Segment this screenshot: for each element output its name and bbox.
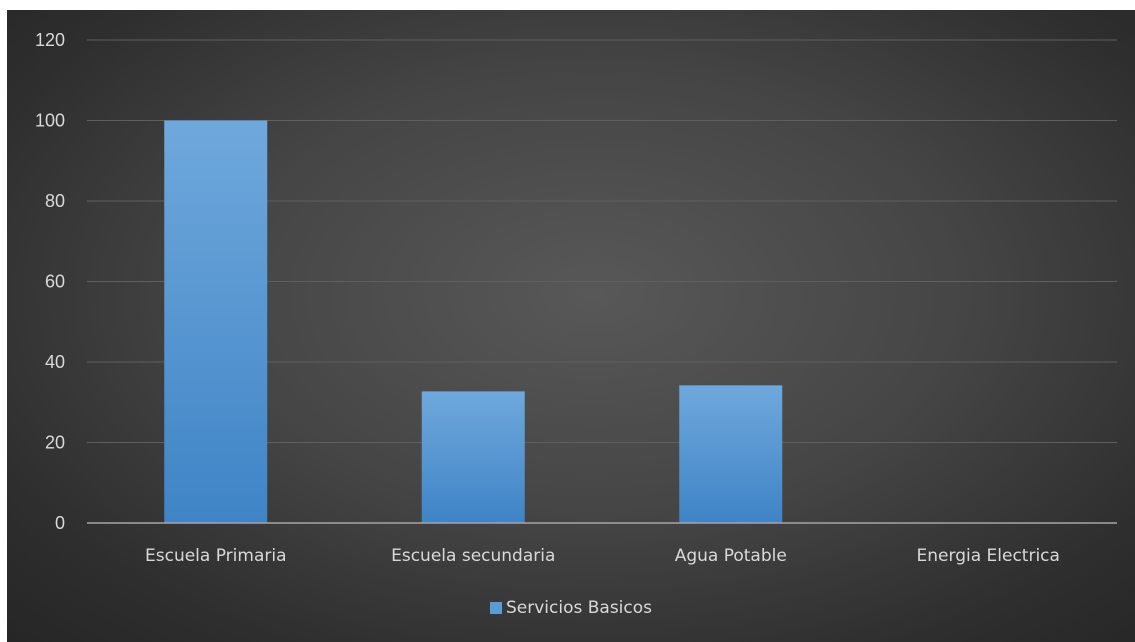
- bar-escuela-secundaria: [421, 391, 525, 523]
- bar-agua-potable: [679, 385, 783, 523]
- y-tick-label: 20: [45, 433, 65, 453]
- y-tick-label: 40: [45, 352, 65, 372]
- y-tick-label: 60: [45, 272, 65, 292]
- x-category-label: Energia Electrica: [917, 546, 1060, 566]
- x-category-label: Escuela Primaria: [145, 546, 287, 566]
- legend-label: Servicios Basicos: [505, 598, 653, 618]
- bar-escuela-primaria: [164, 120, 268, 523]
- legend-swatch: [489, 602, 502, 614]
- y-axis-tick-labels: 0 20 40 60 80 100 120: [35, 30, 65, 533]
- y-tick-label: 120: [35, 30, 65, 50]
- y-tick-label: 80: [45, 191, 65, 211]
- legend: Servicios Basicos: [7, 598, 1135, 618]
- bars: [164, 120, 783, 523]
- x-category-label: Agua Potable: [675, 546, 787, 566]
- y-tick-label: 100: [35, 111, 65, 131]
- y-tick-label: 0: [55, 513, 65, 533]
- x-category-label: Escuela secundaria: [391, 546, 555, 566]
- x-axis-category-labels: Escuela Primaria Escuela secundaria Agua P…: [145, 546, 1060, 566]
- chart-area: 0 20 40 60 80 100 120 Escuela Primaria Escuela …: [7, 10, 1135, 642]
